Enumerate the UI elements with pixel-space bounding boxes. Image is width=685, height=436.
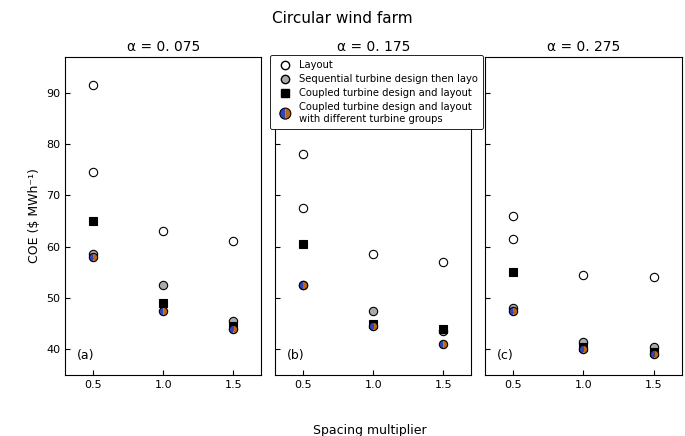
Legend: Layout, Sequential turbine design then layo, Coupled turbine design and layout, : Layout, Sequential turbine design then l… xyxy=(271,55,483,129)
Text: (c): (c) xyxy=(497,349,514,362)
Text: (a): (a) xyxy=(77,349,95,362)
Title: α = 0. 075: α = 0. 075 xyxy=(127,40,200,54)
Y-axis label: COE ($ MWh⁻¹): COE ($ MWh⁻¹) xyxy=(27,168,40,263)
Title: α = 0. 175: α = 0. 175 xyxy=(336,40,410,54)
Title: α = 0. 275: α = 0. 275 xyxy=(547,40,620,54)
Text: Spacing multiplier: Spacing multiplier xyxy=(313,424,427,436)
Text: (b): (b) xyxy=(287,349,305,362)
Text: Circular wind farm: Circular wind farm xyxy=(272,11,413,26)
